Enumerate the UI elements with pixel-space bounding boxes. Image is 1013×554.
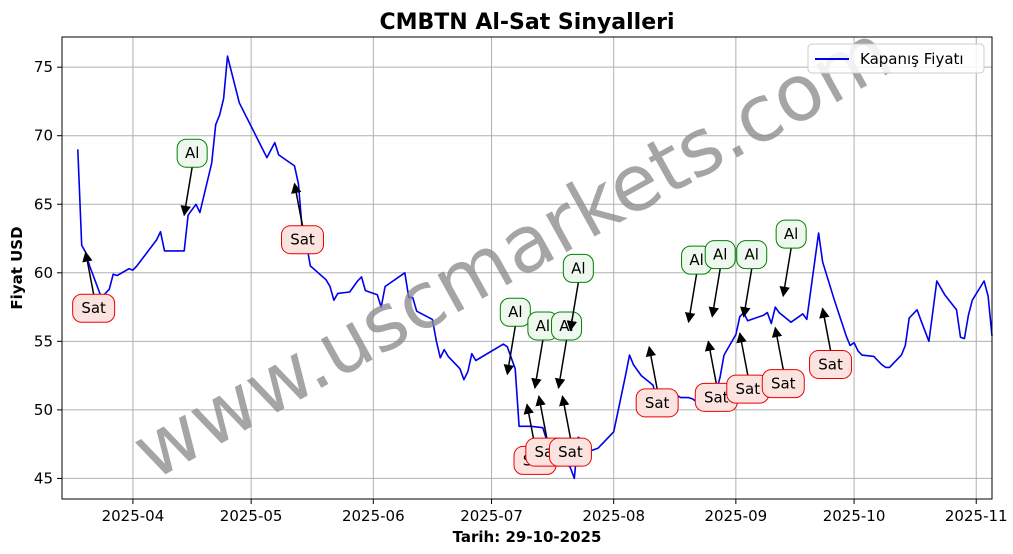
sell-signal-label: Sat: [81, 299, 106, 317]
y-tick-label: 60: [34, 264, 53, 282]
chart-title: CMBTN Al-Sat Sinyalleri: [379, 10, 674, 35]
buy-signal-box: [176, 138, 208, 168]
buy-signal-box: [499, 297, 531, 327]
sell-signal-label: Sat: [735, 380, 760, 398]
price-line: [77, 55, 993, 480]
buy-signal-box: [775, 219, 807, 249]
x-tick-label: 2025-05: [220, 507, 283, 525]
annotation-arrow: [82, 251, 95, 295]
grid: [62, 37, 992, 499]
annotation-arrow: [736, 332, 749, 376]
y-tick-label: 70: [34, 127, 53, 145]
watermark-layer: www.uscmarkets.com: [119, 7, 907, 498]
buy-signal-label: Al: [689, 251, 703, 269]
buy-signal-label: Al: [536, 317, 550, 335]
annotation-arrow: [779, 247, 792, 298]
annotation-arrow: [740, 268, 753, 318]
sell-signal-label: Sat: [558, 443, 583, 461]
y-tick-label: 75: [34, 58, 53, 76]
legend-box: [807, 43, 985, 74]
y-axis-label: Fiyat USD: [8, 226, 26, 309]
sell-signal-box: [635, 388, 679, 418]
sell-signal-label: Sat: [704, 388, 729, 406]
legend: Kapanış Fiyatı: [807, 43, 985, 74]
x-tick-label: 2025-08: [582, 507, 645, 525]
buy-signal-label: Al: [185, 144, 199, 162]
annotation-arrow: [535, 395, 548, 439]
annotation-arrow: [566, 282, 580, 332]
annotation-arrow: [531, 339, 544, 389]
buy-signal-label: Al: [784, 225, 798, 243]
buy-signal-box: [562, 253, 594, 283]
x-tick-label: 2025-11: [945, 507, 1008, 525]
buy-signal-label: Al: [713, 246, 727, 264]
x-tick-label: 2025-04: [102, 507, 165, 525]
sell-signal-box: [761, 369, 805, 399]
annotation-arrow: [645, 345, 658, 389]
annotations: Sat Al Sat Al Sat Al Sat Al Sat Al Sat Al Al Sat Al Sat…: [72, 138, 853, 475]
y-tick-label: 45: [34, 469, 53, 487]
annotation-arrow: [291, 182, 304, 226]
annotation-arrow: [503, 326, 517, 376]
sell-signal-box: [281, 225, 324, 255]
buy-signal-label: Al: [571, 259, 585, 277]
sell-signal-box: [548, 437, 592, 467]
x-axis-label: Tarih: 29-10-2025: [453, 528, 602, 546]
annotation-arrow: [819, 307, 832, 351]
series-layer: [77, 55, 993, 480]
sell-signal-box: [809, 349, 853, 379]
axis-ticks: 2025-04 2025-05 2025-06 2025-07 2025-08 2025-…: [34, 58, 1008, 525]
buy-signal-label: Al: [745, 246, 759, 264]
sell-signal-label: Sat: [818, 355, 843, 373]
y-tick-label: 65: [34, 195, 53, 213]
sell-signal-label: Sat: [290, 231, 315, 249]
x-tick-label: 2025-09: [705, 507, 768, 525]
legend-label: Kapanış Fiyatı: [860, 50, 964, 68]
buy-signal-box: [736, 240, 768, 270]
annotation-arrow: [704, 340, 718, 384]
x-tick-label: 2025-06: [342, 507, 405, 525]
y-tick-label: 50: [34, 401, 53, 419]
annotation-arrow: [559, 395, 572, 439]
y-tick-label: 55: [34, 332, 53, 350]
sell-signal-label: Sat: [771, 375, 796, 393]
buy-signal-box: [551, 311, 583, 341]
annotation-arrow: [771, 326, 784, 370]
annotation-arrow: [708, 268, 721, 318]
x-tick-label: 2025-10: [823, 507, 886, 525]
annotation-arrow: [180, 167, 193, 217]
sell-signal-box: [72, 293, 116, 323]
annotation-arrow: [684, 274, 698, 324]
watermark: www.uscmarkets.com: [119, 7, 907, 498]
buy-signal-label: Al: [508, 303, 522, 321]
plot-frame: [61, 36, 993, 500]
sell-signal-label: Sat: [645, 394, 670, 412]
annotation-arrow: [554, 339, 568, 389]
buy-signal-box: [704, 240, 736, 270]
x-tick-label: 2025-07: [460, 507, 523, 525]
